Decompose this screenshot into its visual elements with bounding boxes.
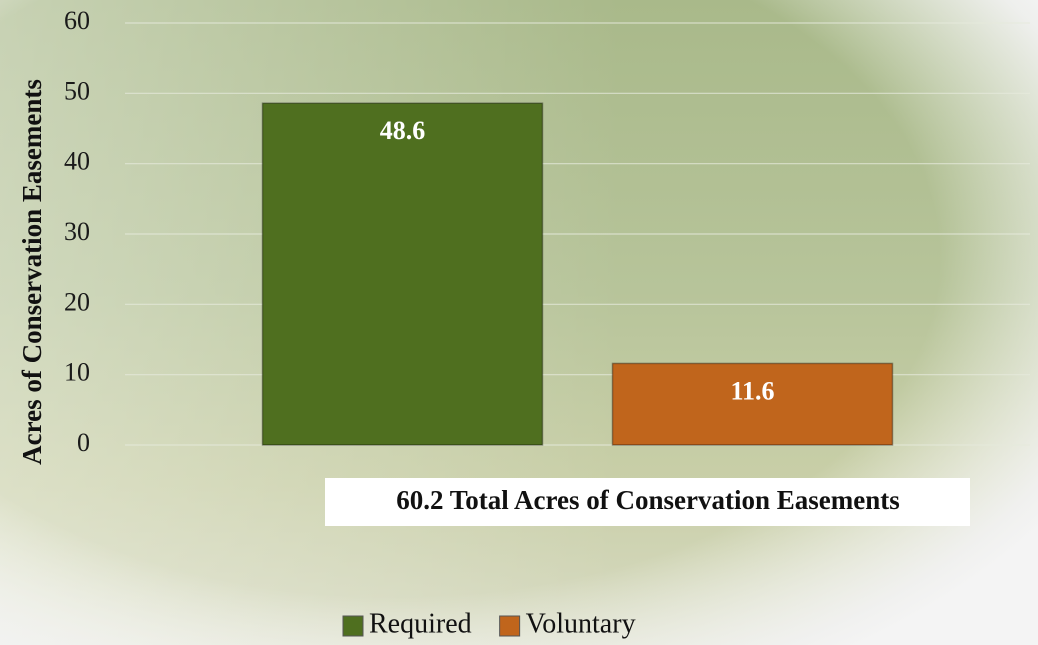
y-tick-label: 50 [64,76,90,105]
legend-swatch [342,615,364,637]
y-tick-label: 10 [64,358,90,387]
y-tick-label: 0 [77,428,90,457]
bar [261,102,544,446]
bar [611,362,894,446]
y-tick-label: 20 [64,287,90,316]
y-tick-label: 60 [64,6,90,35]
value-label: 11.6 [730,376,774,405]
y-tick-label: 30 [64,217,90,246]
legend-label: Voluntary [526,608,636,639]
y-tick-label: 40 [64,147,90,176]
legend-swatch [499,615,521,637]
annotation-box [325,478,970,526]
value-label: 48.6 [380,116,426,145]
y-axis-title: Acres of Conservation Easements [17,79,47,465]
annotation: 60.2 Total Acres of Conservation Easemen… [396,485,900,515]
legend-label: Required [369,608,472,639]
